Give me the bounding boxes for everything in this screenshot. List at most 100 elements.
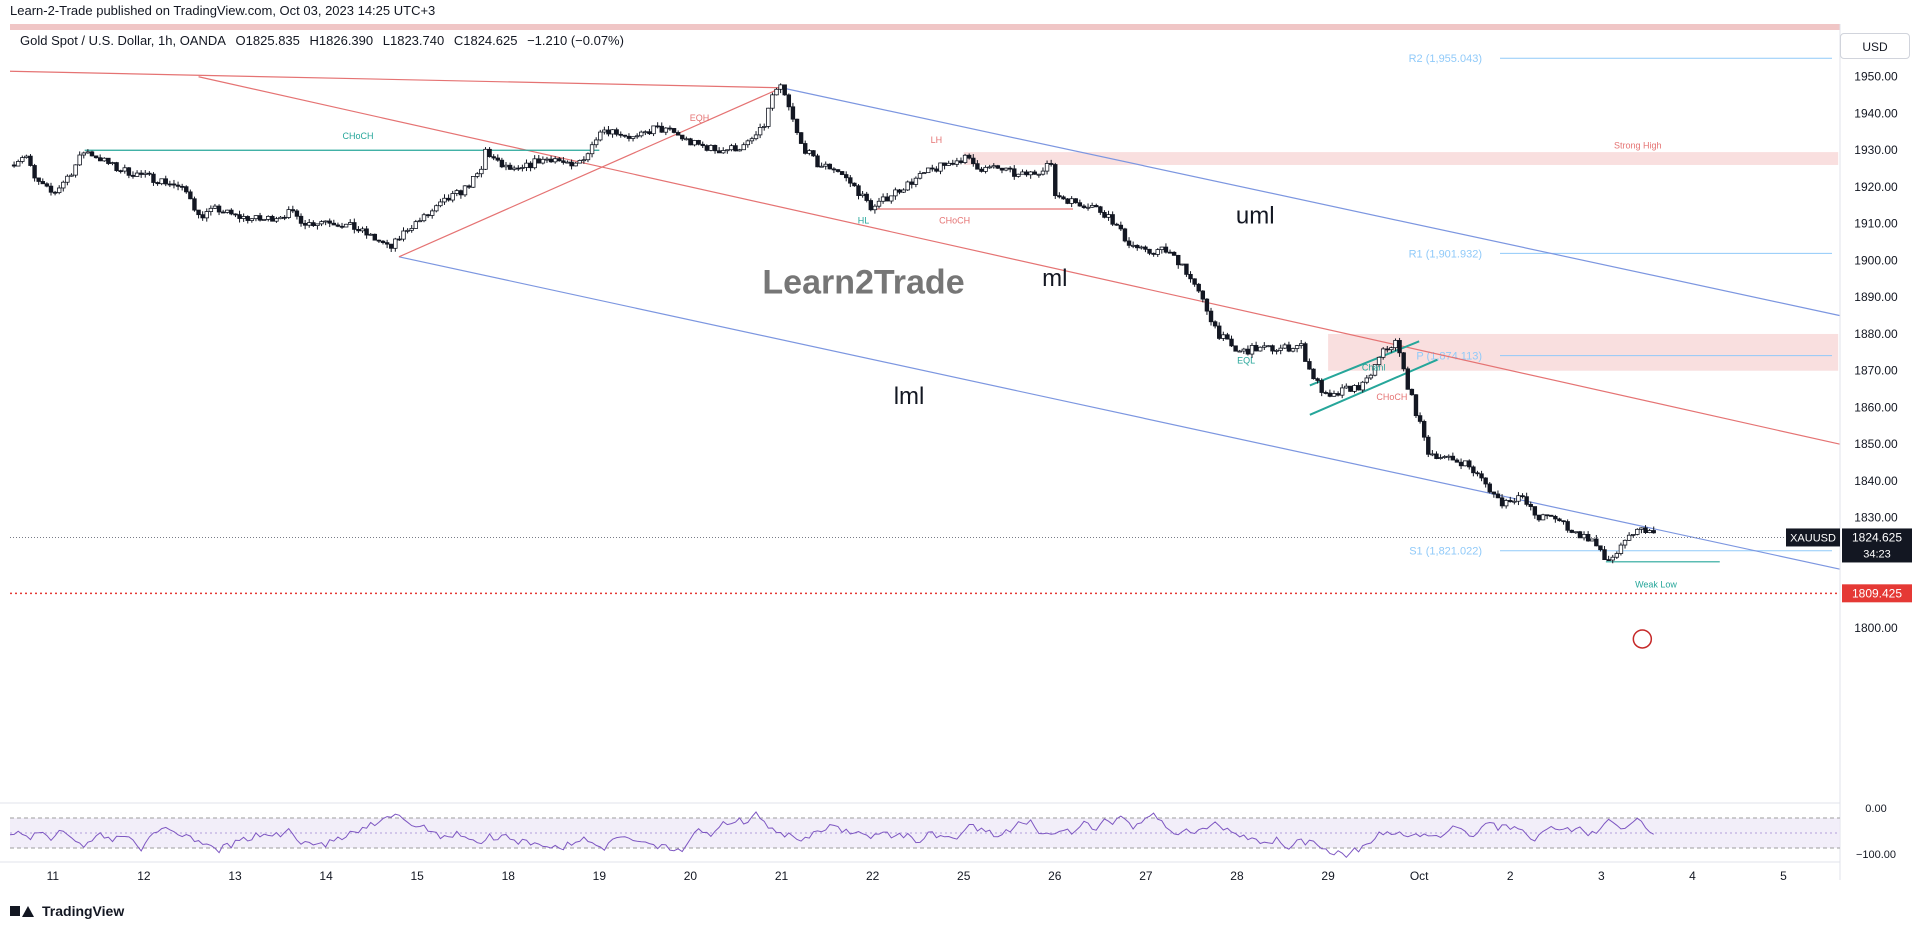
candle-body — [1237, 350, 1242, 353]
open-value: O1825.835 — [235, 33, 300, 48]
published-header: Learn-2-Trade published on TradingView.c… — [0, 0, 1920, 22]
candle-body — [1643, 527, 1648, 533]
candle-body — [1114, 223, 1119, 226]
candle-body — [823, 163, 828, 167]
time-tick-label: 26 — [1048, 869, 1062, 883]
candle-body — [417, 220, 423, 223]
candle-body — [602, 129, 607, 133]
candle-body — [987, 166, 992, 169]
candle-body — [831, 168, 837, 171]
tradingview-footer[interactable]: TradingView — [10, 900, 124, 922]
candle-body — [282, 216, 287, 219]
candle-body — [454, 190, 459, 194]
candle-body — [44, 183, 50, 187]
candle-body — [1192, 278, 1197, 285]
annotation-label: CHoCH — [939, 216, 970, 226]
candle-body — [245, 216, 250, 221]
time-axis[interactable]: 11 12 13 14 15 18 19 20 21 22 25 26 27 28 29 Oct 2 3 4 5 — [0, 861, 1840, 883]
candle-body — [483, 148, 488, 170]
candle-body — [528, 162, 533, 169]
candle-body — [1569, 529, 1574, 533]
candle-body — [921, 172, 927, 175]
candle-body — [384, 242, 390, 245]
candle-body — [507, 164, 513, 170]
candle-body — [450, 193, 455, 201]
candle-body — [356, 228, 361, 232]
candle-body — [479, 168, 484, 175]
high-value: H1826.390 — [309, 33, 374, 48]
candle-body — [1495, 493, 1501, 499]
candle-body — [1512, 500, 1517, 503]
candle-body — [983, 166, 988, 172]
candle-body — [614, 129, 619, 135]
candle-body — [20, 157, 25, 162]
candle-body — [1458, 461, 1464, 467]
candle-body — [1290, 348, 1296, 352]
candle-body — [1639, 527, 1644, 530]
candle-body — [688, 138, 693, 146]
candle-body — [274, 218, 279, 222]
candle-body — [1155, 249, 1160, 255]
candle-body — [1434, 453, 1439, 459]
candle-body — [1647, 530, 1652, 533]
candle-body — [503, 164, 509, 168]
candle-body — [569, 161, 574, 167]
candle-body — [143, 172, 148, 175]
pitchfork-bottom-left — [398, 87, 782, 258]
candle-body — [1426, 436, 1431, 455]
candle-body — [1471, 466, 1476, 474]
candle-body — [1020, 171, 1025, 175]
time-tick-label: 29 — [1321, 869, 1335, 883]
candle-body — [589, 144, 595, 155]
candle-body — [405, 229, 410, 232]
price-tick-label: 1870.00 — [1854, 364, 1898, 378]
candle-body — [626, 135, 632, 139]
pitchfork-label: uml — [1236, 203, 1275, 230]
candle-body — [1421, 421, 1427, 438]
candle-body — [1286, 344, 1292, 352]
candle-body — [696, 140, 701, 145]
candle-body — [102, 157, 107, 162]
candle-body — [130, 174, 136, 177]
candle-body — [971, 157, 976, 165]
candle-body — [323, 220, 328, 223]
time-tick-label: 3 — [1598, 869, 1605, 883]
candle-body — [1024, 171, 1029, 176]
time-tick-label: 5 — [1780, 869, 1787, 883]
candle-body — [1626, 534, 1632, 541]
candle-body — [138, 172, 144, 175]
candle-body — [1413, 394, 1419, 417]
support-price-label: 1809.425 — [1852, 586, 1902, 600]
time-tick-label: 19 — [593, 869, 607, 883]
time-tick-label: 15 — [410, 869, 424, 883]
candle-body — [294, 210, 300, 217]
candle-body — [1389, 347, 1394, 351]
lower-median-line — [398, 256, 1841, 570]
candle-body — [1188, 273, 1193, 280]
price-axis[interactable]: 1800.001810.001820.001830.001840.001850.… — [1839, 24, 1898, 880]
price-tick-label: 1800.00 — [1854, 621, 1898, 635]
time-tick-label: 27 — [1139, 869, 1153, 883]
candle-body — [1417, 415, 1423, 422]
candle-body — [663, 127, 669, 133]
candle-body — [1401, 352, 1406, 370]
candle-body — [1032, 171, 1037, 175]
candle-body — [15, 161, 21, 167]
currency-button[interactable]: USD — [1840, 33, 1910, 59]
candle-body — [954, 160, 960, 165]
candle-body — [40, 181, 45, 185]
candle-body — [893, 189, 898, 197]
candle-body — [1610, 556, 1615, 561]
candle-body — [360, 228, 365, 232]
candle-body — [745, 140, 751, 146]
price-tick-label: 1840.00 — [1854, 474, 1898, 488]
candle-body — [1311, 368, 1316, 380]
candle-body — [1048, 163, 1054, 165]
candle-body — [938, 162, 943, 172]
candle-body — [1069, 198, 1074, 204]
price-tick-label: 1900.00 — [1854, 253, 1898, 267]
time-tick-label: 25 — [957, 869, 971, 883]
candle-body — [499, 159, 505, 168]
candle-body — [1430, 453, 1435, 456]
candle-body — [1282, 344, 1288, 349]
